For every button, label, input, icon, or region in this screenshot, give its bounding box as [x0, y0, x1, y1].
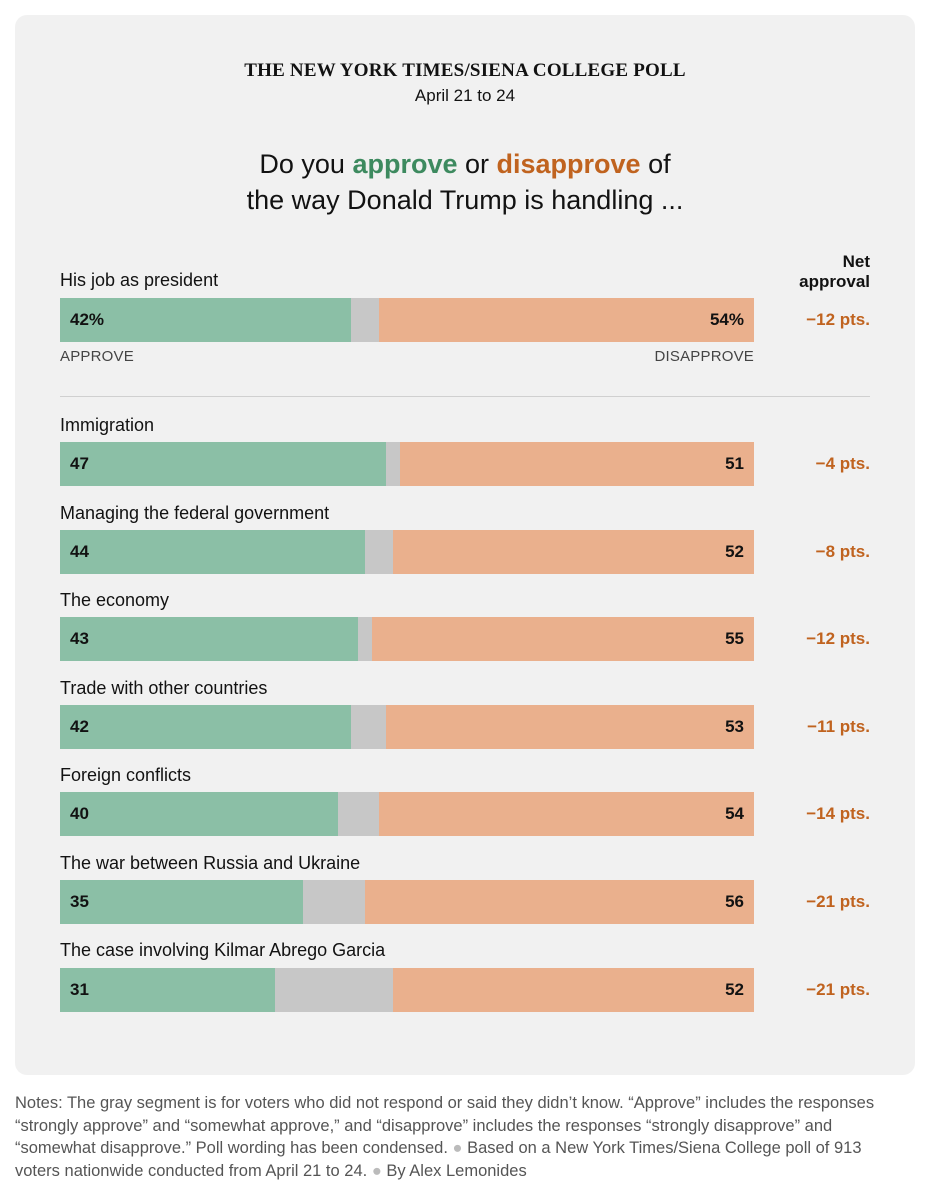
- approve-value-label: 42%: [70, 310, 105, 329]
- question-line2: the way Donald Trump is handling ...: [246, 185, 684, 215]
- approve-word: approve: [352, 149, 458, 179]
- question-part2: of: [640, 149, 671, 179]
- net-approval-header: Net approval: [770, 252, 870, 292]
- approve-segment: [60, 792, 338, 836]
- approve-segment: [60, 530, 366, 574]
- row-label: Trade with other countries: [60, 678, 268, 698]
- net-header-line1: Net: [842, 252, 870, 271]
- approve-axis-label: APPROVE: [60, 348, 134, 365]
- disapprove-value-label: 56: [725, 892, 744, 911]
- disapprove-axis-label: DISAPPROVE: [654, 348, 754, 365]
- stacked-bar: 31 52: [60, 968, 754, 1012]
- disapprove-segment: [393, 530, 754, 574]
- approve-value-label: 40: [70, 804, 89, 823]
- stacked-bar: 43 55: [60, 617, 754, 661]
- stacked-bar: 35 56: [60, 880, 754, 924]
- approve-segment: [60, 442, 387, 486]
- disapprove-segment: [400, 442, 754, 486]
- disapprove-value-label: 51: [725, 454, 744, 473]
- no-answer-segment: [365, 530, 394, 574]
- net-approval-value: −11 pts.: [807, 717, 870, 736]
- disapprove-value-label: 52: [725, 542, 744, 561]
- stacked-bar: 47 51: [60, 442, 754, 486]
- separator-dot-icon: ●: [452, 1139, 463, 1157]
- divider: [60, 396, 870, 397]
- approve-value-label: 44: [70, 542, 89, 561]
- question-or: or: [457, 149, 497, 179]
- row-label: Immigration: [60, 415, 155, 435]
- disapprove-value-label: 53: [725, 717, 744, 736]
- question-part1: Do you: [259, 149, 353, 179]
- row-label: The economy: [60, 590, 170, 610]
- notes-source: Based on a New York Times/Siena College …: [15, 1139, 862, 1180]
- approve-segment: [60, 705, 352, 749]
- approve-value-label: 43: [70, 629, 89, 648]
- net-approval-value: −8 pts.: [815, 542, 870, 561]
- no-answer-segment: [302, 880, 366, 924]
- row-label: Managing the federal government: [60, 503, 330, 523]
- disapprove-value-label: 54%: [709, 310, 744, 329]
- disapprove-value-label: 55: [725, 629, 744, 648]
- net-approval-value: −4 pts.: [815, 454, 870, 473]
- poll-dates: April 21 to 24: [414, 86, 516, 105]
- no-answer-segment: [337, 792, 380, 836]
- notes-text: Notes: The gray segment is for voters wh…: [15, 1094, 875, 1157]
- disapprove-segment: [379, 298, 754, 342]
- no-answer-segment: [351, 298, 380, 342]
- stacked-bar: 42% 54%: [60, 298, 754, 342]
- net-approval-value: −21 pts.: [806, 980, 870, 999]
- approve-segment: [60, 880, 303, 924]
- separator-dot-icon: ●: [371, 1161, 382, 1180]
- disapprove-segment: [372, 617, 754, 661]
- disapprove-value-label: 54: [725, 804, 744, 823]
- row-label: His job as president: [60, 270, 219, 290]
- no-answer-segment: [386, 442, 401, 486]
- poll-source: THE NEW YORK TIMES/SIENA COLLEGE POLL: [244, 60, 686, 81]
- net-approval-value: −21 pts.: [806, 892, 870, 911]
- disapprove-value-label: 52: [725, 980, 744, 999]
- approve-segment: [60, 968, 276, 1012]
- no-answer-segment: [275, 968, 394, 1012]
- net-approval-value: −14 pts.: [806, 804, 870, 823]
- approve-value-label: 31: [70, 980, 89, 999]
- approve-segment: [60, 617, 359, 661]
- disapprove-word: disapprove: [496, 149, 641, 179]
- stacked-bar: 42 53: [60, 705, 754, 749]
- chart-notes: Notes: The gray segment is for voters wh…: [15, 1092, 895, 1182]
- disapprove-segment: [379, 792, 754, 836]
- approve-value-label: 47: [70, 454, 89, 473]
- disapprove-segment: [393, 968, 754, 1012]
- approve-value-label: 42: [70, 717, 89, 736]
- disapprove-segment: [365, 880, 754, 924]
- stacked-bar: 44 52: [60, 530, 754, 574]
- notes-byline: By Alex Lemonides: [386, 1161, 527, 1180]
- disapprove-segment: [386, 705, 754, 749]
- row-label: The case involving Kilmar Abrego Garcia: [60, 940, 386, 960]
- no-answer-segment: [358, 617, 373, 661]
- net-approval-value: −12 pts.: [806, 310, 870, 329]
- no-answer-segment: [351, 705, 387, 749]
- net-approval-value: −12 pts.: [806, 629, 870, 648]
- stacked-bar: 40 54: [60, 792, 754, 836]
- row-label: The war between Russia and Ukraine: [60, 853, 361, 873]
- chart-rows: His job as president 42% 54% −12 pts. Immigr…: [60, 270, 870, 1012]
- row-label: Foreign conflicts: [60, 765, 192, 785]
- approve-segment: [60, 298, 352, 342]
- approve-value-label: 35: [70, 892, 89, 911]
- chart-question: Do you approve or disapprove of the way …: [0, 146, 930, 218]
- net-header-line2: approval: [799, 272, 870, 291]
